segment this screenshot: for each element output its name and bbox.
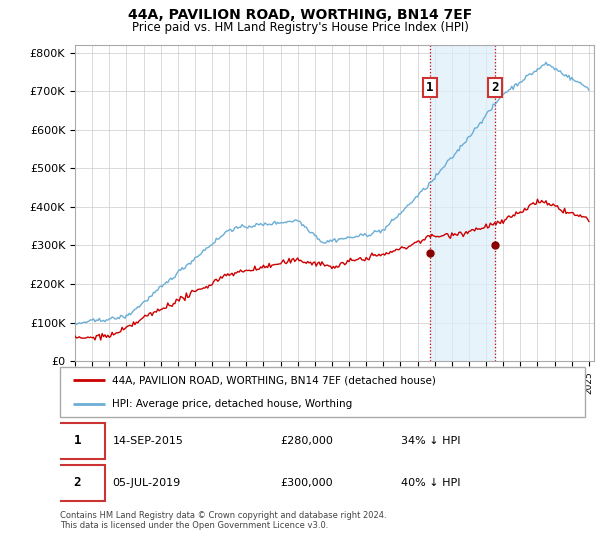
FancyBboxPatch shape	[49, 423, 104, 459]
Text: £280,000: £280,000	[281, 436, 334, 446]
Text: 44A, PAVILION ROAD, WORTHING, BN14 7EF (detached house): 44A, PAVILION ROAD, WORTHING, BN14 7EF (…	[113, 375, 436, 385]
Text: 05-JUL-2019: 05-JUL-2019	[113, 478, 181, 488]
Text: Contains HM Land Registry data © Crown copyright and database right 2024.
This d: Contains HM Land Registry data © Crown c…	[60, 511, 386, 530]
Text: 2: 2	[491, 81, 499, 94]
Text: 2: 2	[74, 477, 81, 489]
Text: 1: 1	[426, 81, 433, 94]
FancyBboxPatch shape	[60, 367, 585, 417]
Text: Price paid vs. HM Land Registry's House Price Index (HPI): Price paid vs. HM Land Registry's House …	[131, 21, 469, 34]
Text: 44A, PAVILION ROAD, WORTHING, BN14 7EF: 44A, PAVILION ROAD, WORTHING, BN14 7EF	[128, 8, 472, 22]
Text: HPI: Average price, detached house, Worthing: HPI: Average price, detached house, Wort…	[113, 399, 353, 409]
Text: 34% ↓ HPI: 34% ↓ HPI	[401, 436, 461, 446]
Text: £300,000: £300,000	[281, 478, 333, 488]
Text: 1: 1	[74, 435, 81, 447]
Text: 14-SEP-2015: 14-SEP-2015	[113, 436, 184, 446]
Text: 40% ↓ HPI: 40% ↓ HPI	[401, 478, 461, 488]
FancyBboxPatch shape	[49, 465, 104, 501]
